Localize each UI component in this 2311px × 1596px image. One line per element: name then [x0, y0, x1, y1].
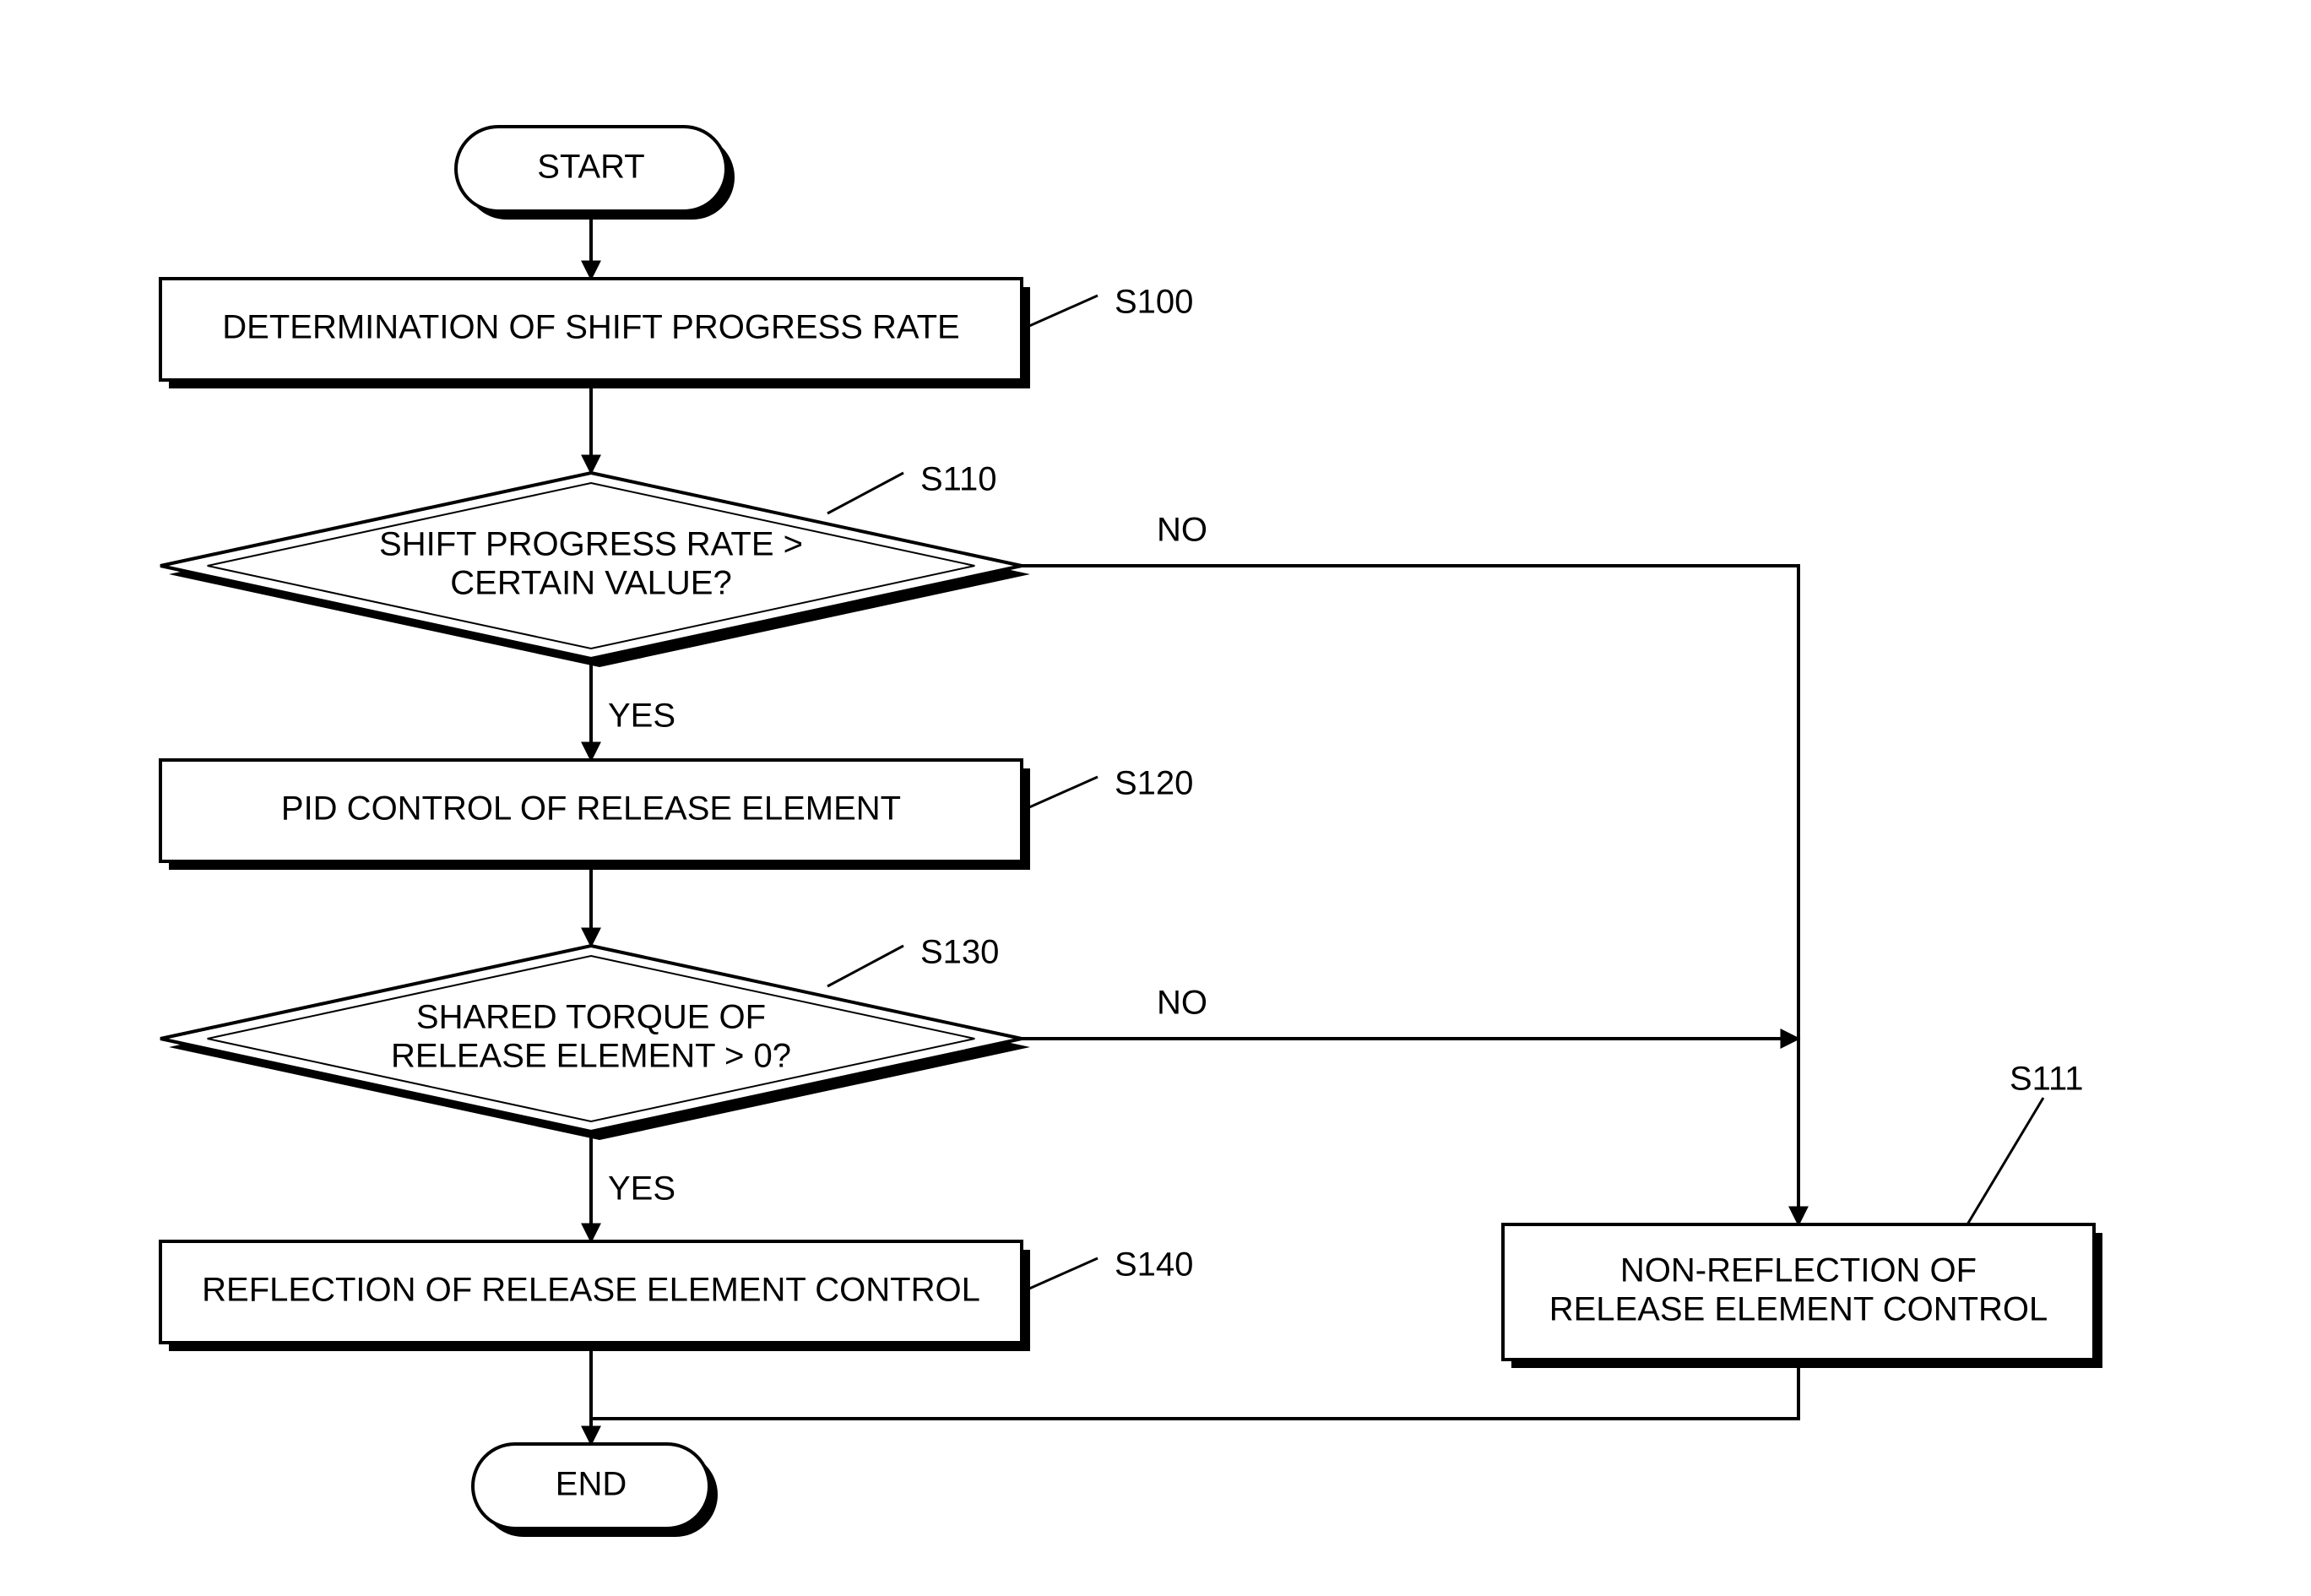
label-s130: S130: [920, 934, 999, 971]
label-s100: S100: [1115, 284, 1193, 321]
s110-text: SHIFT PROGRESS RATE >: [379, 526, 803, 563]
label-s111: S111: [2010, 1061, 2083, 1098]
s130-text: RELEASE ELEMENT > 0?: [391, 1038, 791, 1075]
s140-text: REFLECTION OF RELEASE ELEMENT CONTROL: [202, 1272, 980, 1309]
e_s111_end: [591, 1360, 1798, 1419]
s120-text: PID CONTROL OF RELEASE ELEMENT: [281, 790, 901, 828]
callout-s140: [1022, 1258, 1098, 1292]
callout-s110: [827, 473, 903, 513]
e_s110_no-label: NO: [1157, 512, 1207, 549]
start-text: START: [537, 149, 644, 186]
callout-s130: [827, 946, 903, 986]
e_s130_no-label: NO: [1157, 985, 1207, 1022]
s130-text: SHARED TORQUE OF: [416, 999, 766, 1036]
label-s120: S120: [1115, 765, 1193, 802]
label-s140: S140: [1115, 1246, 1193, 1284]
s100-text: DETERMINATION OF SHIFT PROGRESS RATE: [222, 309, 959, 346]
label-s110: S110: [920, 461, 996, 498]
callout-s111: [1967, 1098, 2043, 1224]
callout-s120: [1022, 777, 1098, 811]
s111-text: RELEASE ELEMENT CONTROL: [1549, 1291, 2048, 1328]
s110-text: CERTAIN VALUE?: [450, 565, 731, 602]
s111-text: NON-REFLECTION OF: [1620, 1252, 1977, 1289]
end-text: END: [556, 1466, 627, 1503]
e_s110_s120-label: YES: [608, 698, 675, 735]
e_s130_s140-label: YES: [608, 1170, 675, 1208]
e_s110_no: [1022, 566, 1798, 1224]
callout-s100: [1022, 296, 1098, 329]
